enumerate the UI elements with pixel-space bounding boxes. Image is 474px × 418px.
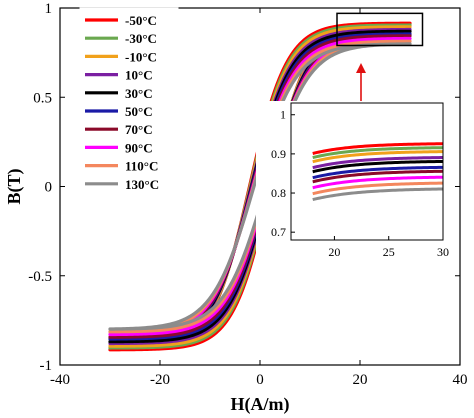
inset-curve-5 <box>312 165 443 180</box>
legend-label: 50°C <box>125 104 153 119</box>
legend-label: 30°C <box>125 86 153 101</box>
inset-plot: 20 25 30 0.7 0.8 0.9 1 <box>256 101 449 268</box>
y-tick-label: 1 <box>45 1 53 17</box>
inset-y-tick-label: 0.8 <box>271 186 286 200</box>
inset-y-tick-label: 0.7 <box>271 225 286 239</box>
inset-curve-1 <box>312 146 443 160</box>
inset-y-tick-label: 1 <box>280 108 286 122</box>
legend-label: -10°C <box>125 49 157 64</box>
x-tick-label: 0 <box>256 372 264 388</box>
x-tick-label: 20 <box>353 372 368 388</box>
x-tick-label: -20 <box>150 372 170 388</box>
inset-curves <box>312 142 443 202</box>
inset-curve-7 <box>312 175 443 190</box>
y-tick-label: 0.5 <box>33 90 52 106</box>
inset-curve-4 <box>312 159 443 174</box>
y-tick-label: -1 <box>40 358 53 374</box>
x-tick-label: 40 <box>453 372 468 388</box>
legend-label: 110°C <box>125 159 158 174</box>
x-axis-label: H(A/m) <box>231 394 290 415</box>
inset-x-tick-label: 20 <box>328 245 340 259</box>
y-tick-label: -0.5 <box>28 269 52 285</box>
main-curves <box>108 21 412 352</box>
y-tick-label: 0 <box>45 180 53 196</box>
inset-curve-9 <box>312 187 443 202</box>
inset-curve-0 <box>312 142 443 155</box>
legend-label: 10°C <box>125 68 153 83</box>
inset-curve-6 <box>312 169 443 184</box>
inset-curve-3 <box>312 156 443 170</box>
legend: -50°C -30°C -10°C 10°C 30°C 50°C 70°C 90°C 110°C… <box>79 7 179 199</box>
legend-label: -50°C <box>125 13 157 28</box>
inset-x-tick-label: 30 <box>437 245 449 259</box>
zoom-rectangle <box>336 12 424 47</box>
inset-frame <box>290 102 444 241</box>
zoom-annotation <box>336 12 424 102</box>
zoom-arrow-head <box>356 63 366 73</box>
legend-label: -30°C <box>125 31 157 46</box>
legend-label: 70°C <box>125 122 153 137</box>
inset-curve-8 <box>312 181 443 196</box>
inset-x-tick-label: 25 <box>383 245 395 259</box>
legend-label: 90°C <box>125 140 153 155</box>
x-tick-label: -40 <box>50 372 70 388</box>
y-axis-label: B(T) <box>4 168 25 204</box>
inset-y-tick-label: 0.9 <box>271 147 286 161</box>
legend-label: 130°C <box>125 177 159 192</box>
main-plot: -40 -20 0 20 40 -1 -0.5 0 0.5 1 H(A/m) B(T) <box>4 1 468 415</box>
inset-curve-2 <box>312 150 443 164</box>
hysteresis-loop-9 <box>108 42 412 331</box>
